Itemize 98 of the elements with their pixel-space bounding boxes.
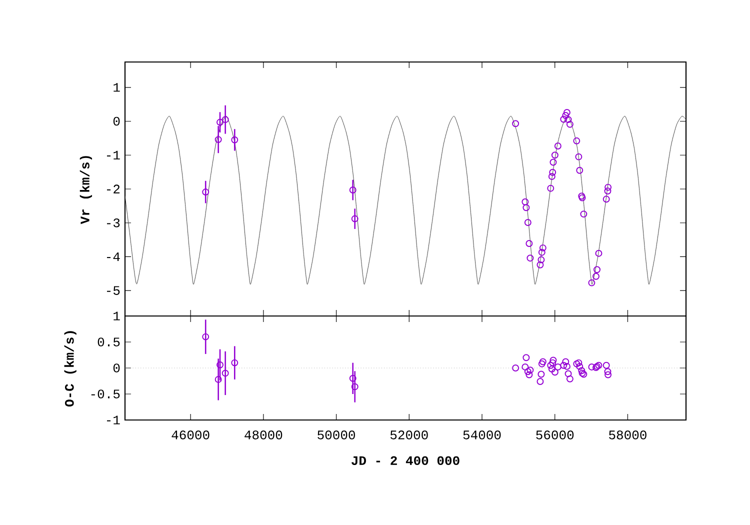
point bbox=[602, 362, 610, 369]
point bbox=[512, 120, 520, 128]
point bbox=[576, 166, 584, 174]
point bbox=[602, 196, 610, 203]
point bbox=[549, 359, 556, 366]
y-axis-title: O-C (km/s) bbox=[64, 331, 76, 407]
point bbox=[522, 204, 530, 212]
point bbox=[231, 359, 238, 366]
point bbox=[551, 152, 558, 159]
point bbox=[560, 116, 568, 123]
y-tick-label: -4 bbox=[106, 252, 120, 262]
x-tick-label: 52000 bbox=[390, 430, 428, 440]
point bbox=[604, 188, 612, 195]
point bbox=[604, 368, 612, 376]
point bbox=[566, 120, 574, 128]
point bbox=[538, 360, 546, 368]
x-tick-label: 50000 bbox=[318, 430, 355, 440]
point bbox=[578, 367, 586, 374]
point bbox=[231, 136, 238, 144]
y-tick-label: 0.5 bbox=[98, 338, 120, 346]
point bbox=[222, 370, 229, 377]
point bbox=[522, 198, 529, 206]
point bbox=[588, 279, 596, 286]
point bbox=[547, 362, 554, 369]
point bbox=[550, 356, 557, 364]
line-series bbox=[125, 116, 686, 284]
point bbox=[592, 272, 600, 280]
y-tick-label: 0 bbox=[113, 364, 120, 372]
point bbox=[562, 358, 570, 366]
point bbox=[573, 137, 580, 144]
y-tick-label: -2 bbox=[106, 184, 120, 194]
y-tick-label: 0 bbox=[113, 116, 120, 126]
point bbox=[551, 368, 558, 376]
point bbox=[351, 383, 358, 390]
point bbox=[604, 184, 612, 191]
point bbox=[564, 370, 572, 378]
point bbox=[526, 240, 533, 248]
point bbox=[526, 371, 533, 378]
point bbox=[573, 360, 580, 368]
y-tick-label: -3 bbox=[106, 218, 120, 228]
point bbox=[526, 366, 534, 374]
x-tick-label: 56000 bbox=[536, 430, 574, 440]
point bbox=[512, 364, 520, 372]
point bbox=[214, 136, 222, 144]
point bbox=[216, 118, 224, 126]
point bbox=[560, 362, 568, 369]
point bbox=[604, 371, 612, 378]
point bbox=[548, 366, 556, 373]
point bbox=[522, 354, 530, 362]
point bbox=[554, 363, 562, 370]
point bbox=[524, 368, 532, 376]
y-axis-title: Vr (km/s) bbox=[80, 156, 92, 224]
point bbox=[222, 116, 229, 124]
point bbox=[575, 153, 582, 160]
point bbox=[566, 375, 574, 382]
point bbox=[536, 261, 544, 268]
point bbox=[522, 363, 529, 370]
y-tick-label: -5 bbox=[106, 286, 120, 295]
point bbox=[547, 184, 554, 192]
point bbox=[595, 250, 602, 257]
x-tick-label: 58000 bbox=[609, 430, 646, 440]
y-tick-label: -1 bbox=[106, 416, 120, 424]
point bbox=[351, 215, 358, 222]
point bbox=[539, 244, 546, 252]
point bbox=[216, 361, 224, 368]
point bbox=[349, 374, 356, 382]
point bbox=[550, 158, 557, 166]
x-tick-label: 46000 bbox=[172, 430, 210, 440]
y-tick-label: -1 bbox=[106, 150, 120, 160]
x-tick-label: 54000 bbox=[463, 430, 501, 440]
y-tick-label: -0.5 bbox=[91, 390, 120, 398]
point bbox=[538, 256, 545, 264]
point bbox=[538, 248, 546, 256]
point bbox=[595, 362, 602, 369]
point bbox=[588, 363, 596, 370]
point bbox=[580, 210, 588, 218]
point bbox=[349, 186, 356, 194]
point bbox=[538, 370, 545, 378]
point bbox=[536, 378, 544, 386]
point bbox=[539, 358, 546, 366]
point bbox=[202, 188, 210, 196]
point bbox=[554, 142, 562, 150]
point bbox=[563, 108, 570, 116]
point bbox=[563, 362, 570, 370]
point bbox=[202, 333, 210, 340]
point bbox=[575, 359, 582, 366]
point bbox=[526, 254, 534, 262]
point bbox=[576, 362, 584, 370]
x-tick-label: 48000 bbox=[244, 430, 282, 440]
point bbox=[548, 172, 556, 180]
point bbox=[524, 219, 532, 226]
y-tick-label: 1 bbox=[114, 312, 120, 320]
point bbox=[594, 266, 600, 274]
point bbox=[549, 168, 556, 176]
point bbox=[562, 112, 570, 119]
x-axis-title: JD - 2 400 000 bbox=[352, 456, 460, 466]
y-tick-label: 1 bbox=[114, 83, 120, 92]
point bbox=[564, 116, 572, 124]
